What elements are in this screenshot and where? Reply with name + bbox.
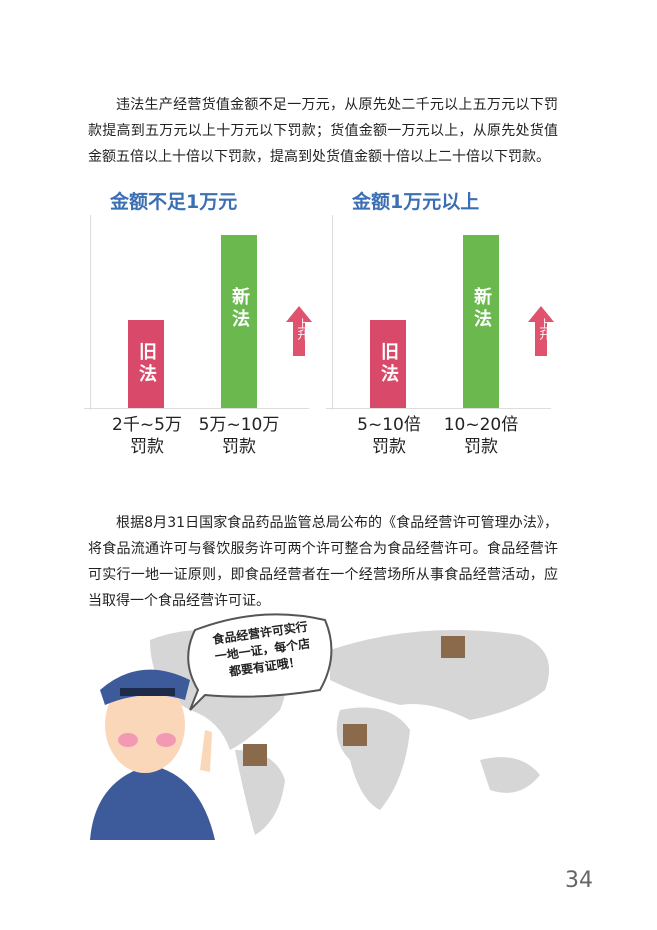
chart-title: 金额1万元以上 [352, 191, 480, 213]
caption-line: 5万~10万 [198, 415, 280, 435]
paragraph: 根据8月31日国家食品药品监管总局公布的《食品经营许可管理办法》，将食品流通许可… [88, 515, 558, 609]
bar-label: 新法 [471, 287, 492, 331]
caption: 5~10倍 罚款 [334, 414, 444, 458]
rise-label: 上升 [538, 318, 551, 340]
paragraph: 违法生产经营货值金额不足一万元，从原先处二千元以上五万元以下罚款提高到五万元以上… [88, 97, 558, 165]
caption-line: 10~20倍 [443, 415, 519, 435]
bar-label: 旧法 [136, 342, 157, 386]
axis [332, 215, 333, 410]
caption-line: 5~10倍 [357, 415, 421, 435]
bar-label: 新法 [229, 287, 250, 331]
baseline [84, 408, 309, 409]
shop-icons [243, 636, 465, 766]
illustration [90, 613, 550, 840]
bar-old: 旧法 [128, 320, 164, 408]
caption-line: 罚款 [222, 437, 256, 457]
page-number: 34 [565, 868, 593, 893]
chart-title: 金额不足1万元 [110, 191, 238, 213]
caption-line: 2千~5万 [112, 415, 182, 435]
caption: 10~20倍 罚款 [426, 414, 536, 458]
caption-line: 罚款 [372, 437, 406, 457]
rise-arrow [528, 306, 554, 356]
axis [90, 215, 91, 410]
caption-line: 罚款 [464, 437, 498, 457]
bar-label: 旧法 [378, 342, 399, 386]
baseline [326, 408, 551, 409]
rise-arrow [286, 306, 312, 356]
bar-new: 新法 [221, 235, 257, 408]
bar-old: 旧法 [370, 320, 406, 408]
arrow [528, 306, 554, 356]
bar-new: 新法 [463, 235, 499, 408]
rise-label: 上升 [296, 318, 309, 340]
speech-bubble [187, 613, 333, 711]
officer [90, 669, 215, 840]
caption: 5万~10万 罚款 [184, 414, 294, 458]
arrow [286, 306, 312, 356]
caption-line: 罚款 [130, 437, 164, 457]
caption: 2千~5万 罚款 [92, 414, 202, 458]
